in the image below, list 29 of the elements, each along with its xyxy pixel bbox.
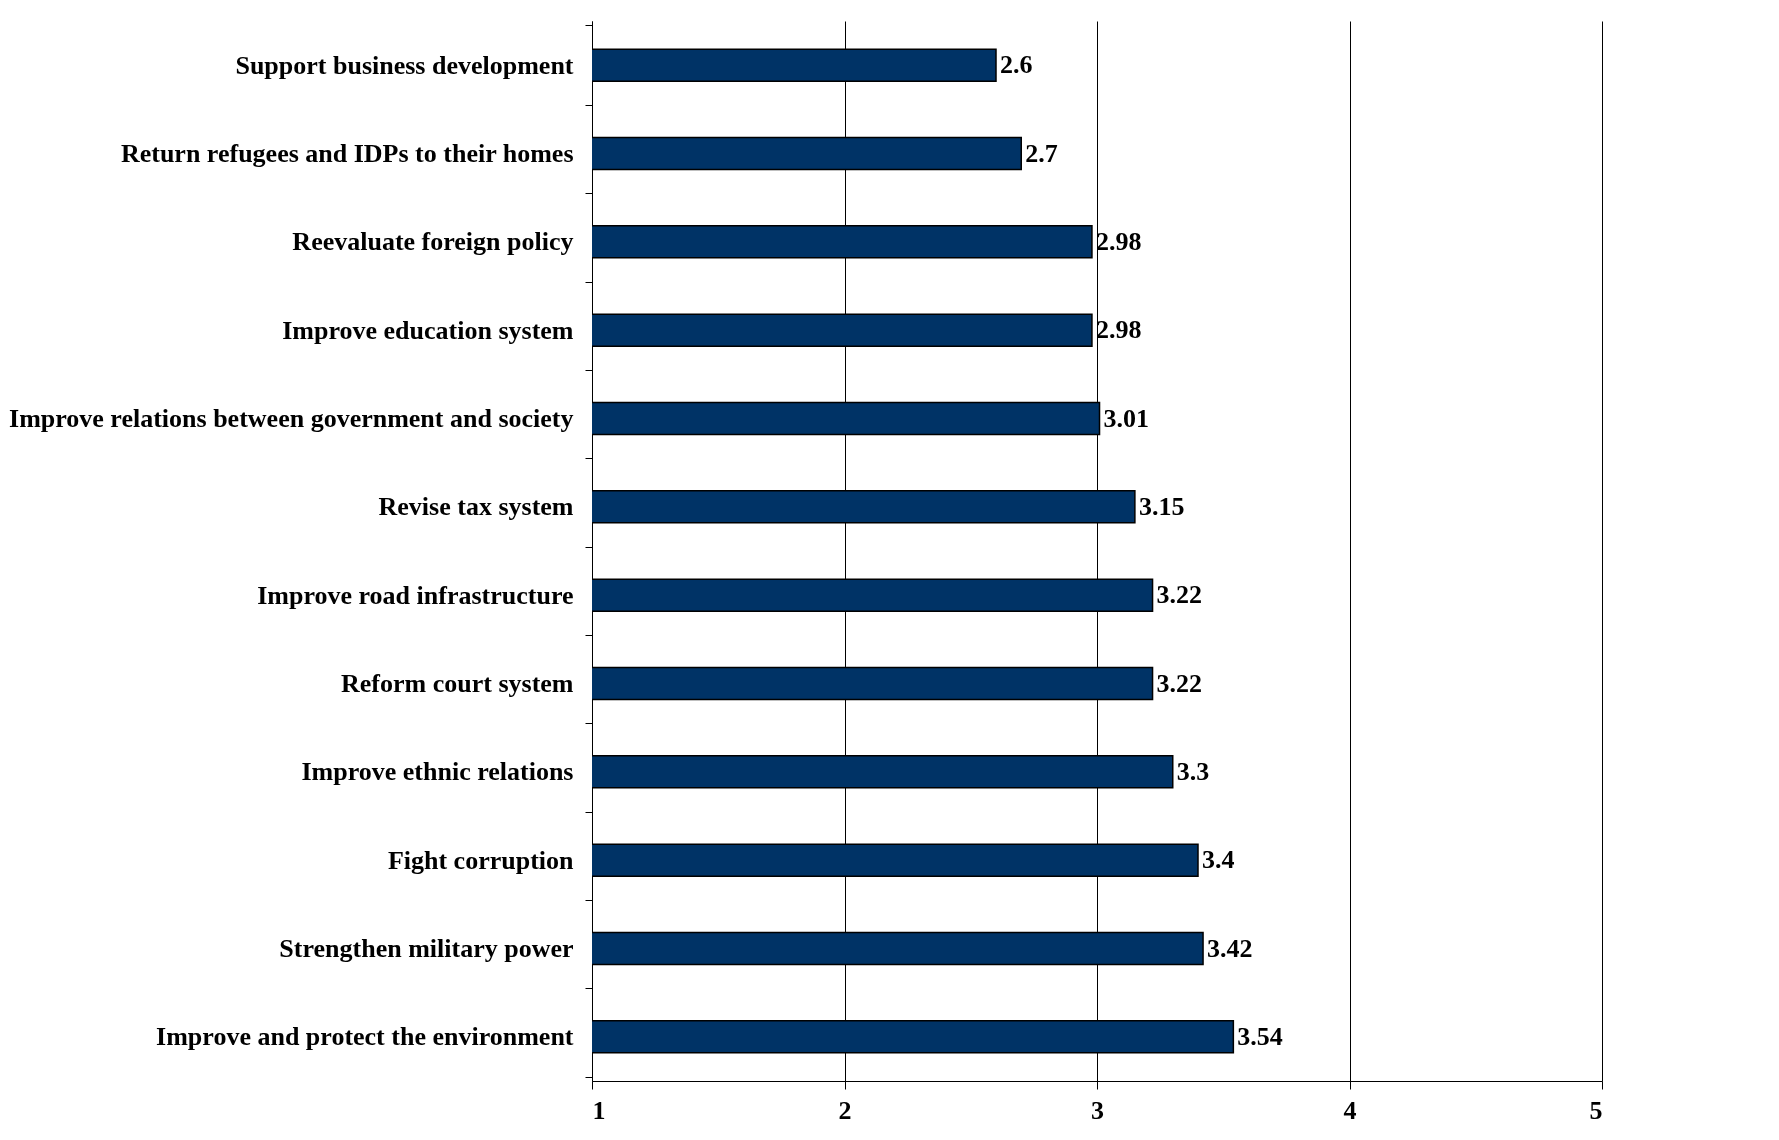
y-tick-label: Improve ethnic relations <box>301 757 574 787</box>
y-tick-label: Improve road infrastructure <box>257 580 574 610</box>
y-tick-label: Improve and protect the environment <box>156 1022 574 1052</box>
y-tick-label: Fight corruption <box>387 845 575 875</box>
data-label: 3.54 <box>1237 1021 1283 1051</box>
data-label: 2.98 <box>1095 315 1142 345</box>
x-tick-label: 1 <box>592 1095 606 1125</box>
data-label: 2.7 <box>1025 138 1058 168</box>
y-tick-label: Improve relations between government and society <box>9 404 574 433</box>
y-tick-label: Revise tax system <box>378 492 574 522</box>
y-tick-label: Improve education system <box>282 315 574 345</box>
data-label: 2.6 <box>1000 50 1033 80</box>
x-tick-label: 4 <box>1343 1095 1357 1125</box>
y-tick-label: Strengthen military power <box>279 934 574 963</box>
x-tick-label: 5 <box>1589 1095 1603 1125</box>
data-label: 3.22 <box>1156 668 1203 698</box>
data-label: 3.15 <box>1138 491 1185 521</box>
x-tick-label: 3 <box>1091 1095 1104 1125</box>
y-tick-label: Reevaluate foreign policy <box>292 227 574 257</box>
x-tick-label: 2 <box>838 1095 852 1125</box>
data-label: 3.42 <box>1207 933 1253 963</box>
data-label: 3.3 <box>1176 756 1210 786</box>
data-label: 3.01 <box>1103 403 1150 433</box>
data-label: 3.4 <box>1202 845 1235 875</box>
data-label: 3.22 <box>1156 580 1203 610</box>
y-tick-label: Reform court system <box>341 669 574 698</box>
y-tick-label: Support business development <box>235 50 574 80</box>
y-tick-label: Return refugees and IDPs to their homes <box>120 139 574 168</box>
data-label: 2.98 <box>1095 226 1142 256</box>
